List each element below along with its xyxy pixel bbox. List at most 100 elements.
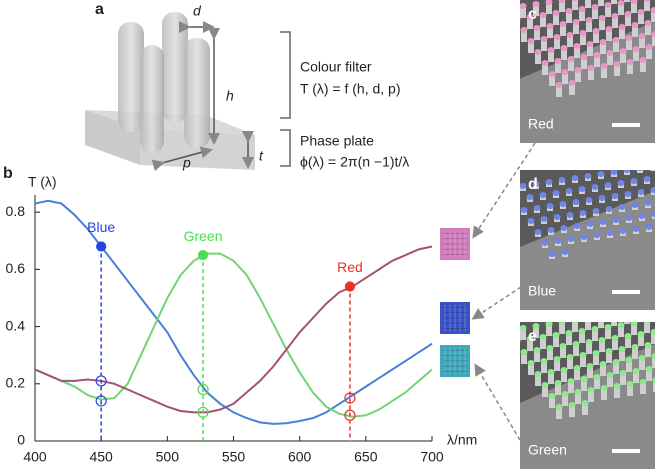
pillar-top (520, 339, 521, 343)
pillar-stem (652, 34, 655, 46)
pillar-top (632, 226, 640, 232)
pillar-top (630, 0, 638, 4)
pillar-stem (601, 388, 607, 400)
pillar-stem (633, 49, 639, 61)
pillar-stem (606, 351, 612, 363)
pillar-top (555, 404, 563, 410)
color-swatch (440, 345, 470, 377)
pillar-top (626, 381, 634, 387)
pillar-top (541, 382, 549, 388)
pillar-stem (546, 2, 552, 14)
x-tick-label: 550 (222, 449, 246, 465)
pillar-stem (625, 336, 631, 348)
marker-open (197, 406, 209, 418)
sem-image (520, 0, 655, 143)
pillar-top (598, 15, 606, 21)
pillar-stem (611, 0, 617, 4)
pillar-top (546, 203, 554, 209)
sem-label: Red (528, 116, 554, 132)
pillar-top (598, 337, 606, 343)
pillar-top (520, 3, 527, 9)
pillar-top (532, 1, 540, 7)
pillar-top (637, 189, 645, 195)
pillar-top (645, 224, 653, 230)
pillar-stem (651, 10, 655, 22)
pillar-top (568, 80, 576, 86)
pillar-top (541, 240, 549, 246)
pillar-stem (556, 85, 562, 97)
pillar-top (606, 50, 614, 56)
pillar-stem (646, 369, 652, 381)
pillar-top (606, 372, 614, 378)
pillar-stem (587, 44, 593, 56)
dim-label: p (182, 155, 191, 171)
pillar-top (605, 26, 613, 32)
pillar-stem (555, 61, 561, 73)
pillar-top (573, 223, 581, 229)
pillar-top (560, 225, 568, 231)
pillar-stem (566, 11, 572, 23)
marker-label: Red (337, 259, 363, 275)
filter-formula: T (λ) = f (h, d, p) (300, 81, 401, 97)
pillar-top (520, 27, 528, 33)
pillar-stem (605, 327, 611, 339)
dim-label: t (259, 148, 264, 164)
pillar-top (579, 210, 587, 216)
marker-open (95, 375, 107, 387)
pillar-top (548, 251, 556, 257)
pillar-stem (627, 384, 633, 396)
pillar-top (559, 343, 567, 349)
pillar-top (651, 211, 655, 217)
pillar-top (592, 28, 600, 34)
pillar-top (638, 33, 646, 39)
pillar-top (593, 374, 601, 380)
pillar-top (584, 173, 592, 179)
pillar-top (548, 71, 556, 77)
pillar-top (560, 367, 568, 373)
scale-bar (612, 123, 640, 127)
pillar-top (548, 393, 556, 399)
pillar-top (639, 379, 647, 385)
pillar-stem (645, 23, 651, 35)
pillar-top (638, 213, 646, 219)
x-tick-label: 400 (23, 449, 47, 465)
pillar-stem (594, 55, 600, 67)
pillar-stem (624, 0, 630, 2)
pillar-stem (650, 170, 655, 171)
pillar-top (560, 45, 568, 51)
pillar-top (610, 170, 618, 175)
pillar-top (581, 400, 589, 406)
pillar-top (650, 329, 655, 335)
pillar-stem (579, 331, 585, 343)
pillar-top (572, 322, 578, 323)
pillar-stem (555, 383, 561, 395)
pillar-top (520, 349, 528, 355)
pillar-stem (637, 310, 643, 322)
pillar-top (532, 181, 540, 187)
pillar-top (617, 322, 625, 328)
pillar-top (527, 218, 535, 224)
y-tick-label: 0.2 (6, 374, 26, 390)
pillar-stem (580, 33, 586, 45)
pillar-top (553, 34, 561, 40)
pillar-stem (548, 372, 554, 384)
y-tick-label: 0.6 (6, 260, 26, 276)
pillar-top (527, 360, 535, 366)
pillar-stem (645, 345, 651, 357)
pillar-stem (540, 337, 546, 349)
pillar-top (507, 327, 514, 333)
pillar-top (533, 25, 541, 31)
pillar-top (593, 232, 601, 238)
pillar-top (632, 368, 640, 374)
pillar-stem (568, 59, 574, 71)
pillar-top (578, 328, 586, 334)
pillar-top (644, 20, 652, 26)
pillar-top (573, 43, 581, 49)
x-tick-label: 450 (89, 449, 113, 465)
pillar-top (572, 0, 578, 1)
sem-panels: c Red d Blue e Green (440, 0, 655, 469)
pillar-top (631, 202, 639, 208)
pillar-top (600, 385, 608, 391)
y-tick-label: 0.4 (6, 317, 26, 333)
pillar-stem (640, 60, 646, 72)
